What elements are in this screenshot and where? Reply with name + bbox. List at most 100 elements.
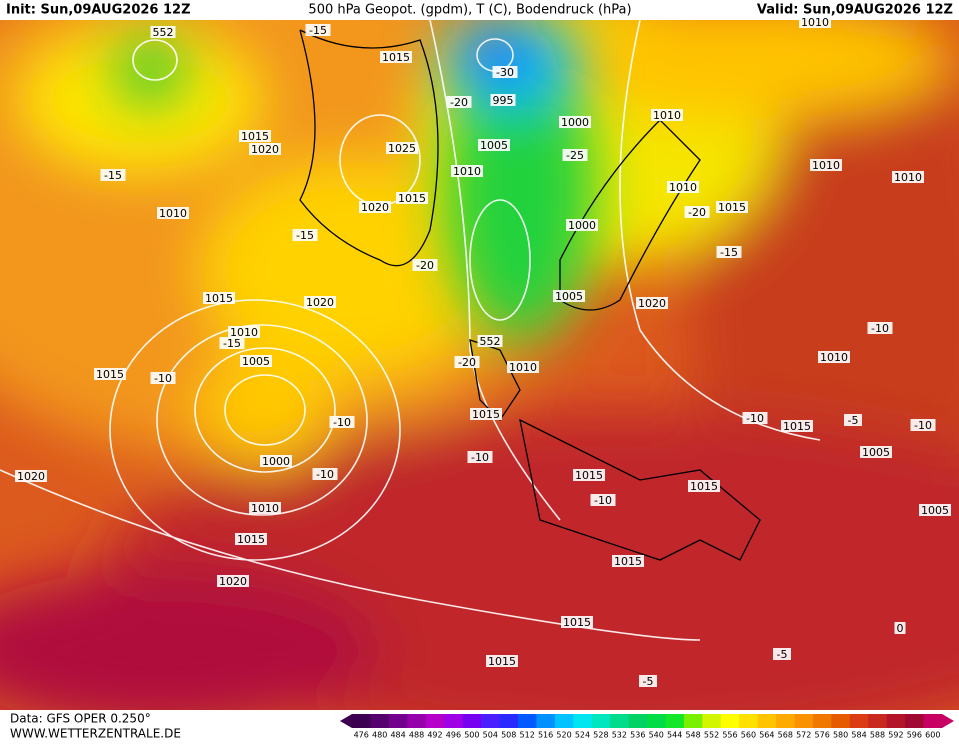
isobar-label: 1015 (614, 555, 642, 568)
isobar-label: 552 (153, 26, 174, 39)
label-box (470, 408, 502, 420)
isobar-label: -5 (643, 675, 654, 688)
isobar-label: 1020 (251, 143, 279, 156)
isobar-label: 1010 (230, 326, 258, 339)
colorbar-cell (702, 714, 722, 728)
colorbar-cell (481, 714, 500, 728)
isobar-label: -10 (914, 419, 932, 432)
colorbar-cell (591, 714, 611, 728)
label-box (228, 326, 260, 338)
data-source: Data: GFS OPER 0.250° (10, 712, 151, 726)
isobar-label: 1015 (472, 408, 500, 421)
isobar-label: 1015 (96, 368, 124, 381)
label-box (94, 368, 126, 380)
isobar-label: -5 (848, 414, 859, 427)
label-box (684, 206, 710, 218)
isobar-label: 1010 (820, 351, 848, 364)
isobar-label: -10 (594, 494, 612, 507)
colorbar-label: 588 (870, 731, 885, 740)
label-box (249, 502, 281, 514)
isobar-label: 1005 (555, 290, 583, 303)
colorbar-label: 548 (685, 731, 700, 740)
colorbar-cell (444, 714, 464, 728)
label-box (566, 219, 598, 231)
colorbar-label: 596 (907, 731, 922, 740)
colorbar-label: 532 (612, 731, 627, 740)
label-box (492, 66, 518, 78)
label-box (919, 504, 951, 516)
colorbar-label: 536 (630, 731, 645, 740)
isobar-label: 1015 (718, 201, 746, 214)
colorbar-cell (536, 714, 556, 728)
colorbar-label: 552 (704, 731, 719, 740)
isobar-label: 1005 (921, 504, 949, 517)
label-box (590, 494, 616, 506)
label-box (867, 322, 893, 334)
label-box (810, 159, 842, 171)
isobar-label: -15 (720, 246, 738, 259)
isobar-label: 1015 (398, 192, 426, 205)
colorbar-cell (868, 714, 888, 728)
colorbar-label: 504 (483, 731, 498, 740)
colorbar-cell (517, 714, 537, 728)
label-box (219, 337, 245, 349)
isobar-label: -5 (777, 648, 788, 661)
isobar-label: 1015 (783, 420, 811, 433)
label-box (305, 24, 331, 36)
label-box (781, 420, 813, 432)
colorbar-label: 512 (520, 731, 535, 740)
colorbar-cell (923, 714, 943, 728)
isobar-label: 1010 (894, 171, 922, 184)
colorbar-cell (352, 714, 371, 728)
isobar-label: 1020 (219, 575, 247, 588)
label-box (562, 149, 588, 161)
colorbar-label: 484 (390, 731, 405, 740)
isobar-label: 1010 (251, 502, 279, 515)
colorbar-label: 572 (796, 731, 811, 740)
colorbar-label: 500 (464, 731, 479, 740)
isobar-label: -20 (458, 356, 476, 369)
colorbar-label: 544 (667, 731, 682, 740)
colorbar-cell (628, 714, 648, 728)
colorbar-cell (425, 714, 445, 728)
label-box (773, 648, 791, 660)
isobar-label: 1020 (361, 201, 389, 214)
isobar-label: 1005 (242, 355, 270, 368)
colorbar-cell (554, 714, 574, 728)
colorbar-cell (849, 714, 869, 728)
colorbar-cell (665, 714, 685, 728)
label-box (359, 201, 391, 213)
map-title: 500 hPa Geopot. (gpdm), T (C), Bodendruc… (308, 3, 631, 18)
isobar-label: -25 (566, 149, 584, 162)
colorbar-label: 568 (778, 731, 793, 740)
label-box (150, 372, 176, 384)
isobar-label: 1020 (638, 297, 666, 310)
colorbar-label: 556 (722, 731, 737, 740)
colorbar-label: 528 (593, 731, 608, 740)
isobar-label: -10 (333, 416, 351, 429)
colorbar: 476 480 484 488 492 496 500 504 508 512 516 520 524 5… (340, 714, 954, 740)
label-box (203, 292, 235, 304)
isobar-label: -20 (416, 259, 434, 272)
isobar-label: -10 (316, 468, 334, 481)
isobar-label: 1010 (453, 165, 481, 178)
isobar-label: 1010 (801, 16, 829, 29)
colorbar-label: 600 (925, 731, 940, 740)
colorbar-cell (720, 714, 740, 728)
label-box (239, 130, 271, 142)
label-box (799, 16, 831, 28)
colorbar-cell (499, 714, 519, 728)
label-box (553, 290, 585, 302)
isobar-label: 1020 (306, 296, 334, 309)
label-box (860, 446, 892, 458)
isobar-label: 1010 (159, 207, 187, 220)
isobar-label: 995 (493, 94, 514, 107)
label-box (844, 414, 862, 426)
colorbar-cell (647, 714, 666, 728)
label-box (573, 469, 605, 481)
isobar-label: 1005 (862, 446, 890, 459)
isobar-label: 1000 (561, 116, 589, 129)
isobar-label: 1015 (575, 469, 603, 482)
init-time: Init: Sun,09AUG2026 12Z (6, 3, 191, 18)
colorbar-label: 580 (833, 731, 848, 740)
